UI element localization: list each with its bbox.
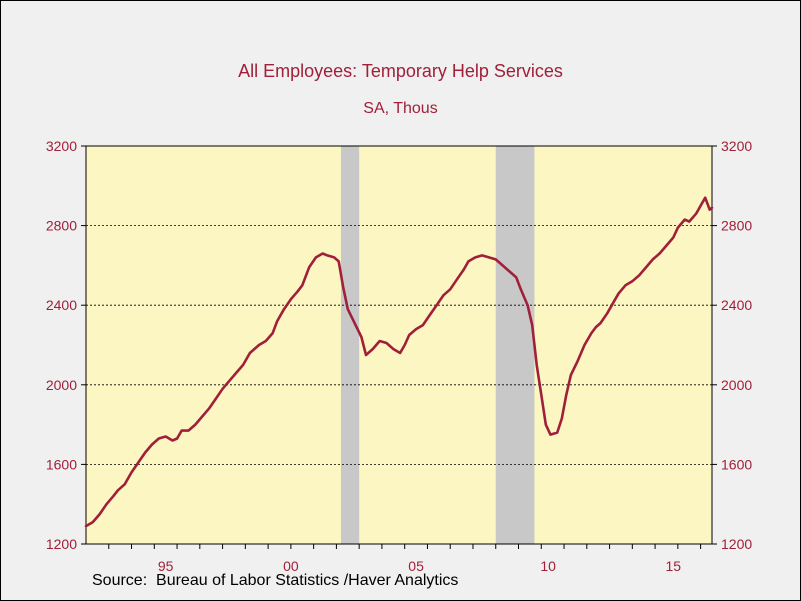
series-line-temporary-help [84, 196, 714, 528]
y-axis-left-labels: 1200 1600 2000 2400 2800 3200 [46, 138, 77, 552]
x-tick-label-05: 05 [408, 558, 424, 574]
x-tick-marks [108, 544, 702, 549]
y-tick-label-left-2400: 2400 [46, 297, 77, 313]
y-tick-label-right-2800: 2800 [721, 218, 752, 234]
plot-area [86, 146, 712, 544]
recession-band-1 [495, 146, 535, 544]
y-tick-label-right-3200: 3200 [721, 138, 752, 154]
x-tick-label-15: 15 [666, 558, 682, 574]
y-axis-right-labels: 1200 1600 2000 2400 2800 3200 [721, 138, 752, 552]
y-tick-label-right-1600: 1600 [721, 456, 752, 472]
y-tick-marks [81, 145, 717, 545]
y-tick-label-right-1200: 1200 [721, 536, 752, 552]
y-tick-label-left-3200: 3200 [46, 138, 77, 154]
source-note: Source: Bureau of Labor Statistics /Have… [92, 572, 459, 589]
recession-band-0 [340, 146, 360, 544]
x-tick-label-00: 00 [283, 558, 299, 574]
y-tick-label-right-2000: 2000 [721, 377, 752, 393]
x-tick-label-95: 95 [158, 558, 174, 574]
chart-title: All Employees: Temporary Help Services [238, 61, 563, 81]
recession-shading [340, 146, 535, 544]
chart-subtitle: SA, Thous [363, 100, 438, 117]
plot-border [85, 145, 713, 545]
gridlines [86, 225, 712, 465]
y-tick-label-right-2400: 2400 [721, 297, 752, 313]
y-tick-label-left-1200: 1200 [46, 536, 77, 552]
y-tick-label-left-2800: 2800 [46, 218, 77, 234]
y-tick-label-left-1600: 1600 [46, 456, 77, 472]
x-axis-labels: 95 00 05 10 15 [158, 558, 681, 574]
x-tick-label-10: 10 [540, 558, 556, 574]
y-tick-label-left-2000: 2000 [46, 377, 77, 393]
